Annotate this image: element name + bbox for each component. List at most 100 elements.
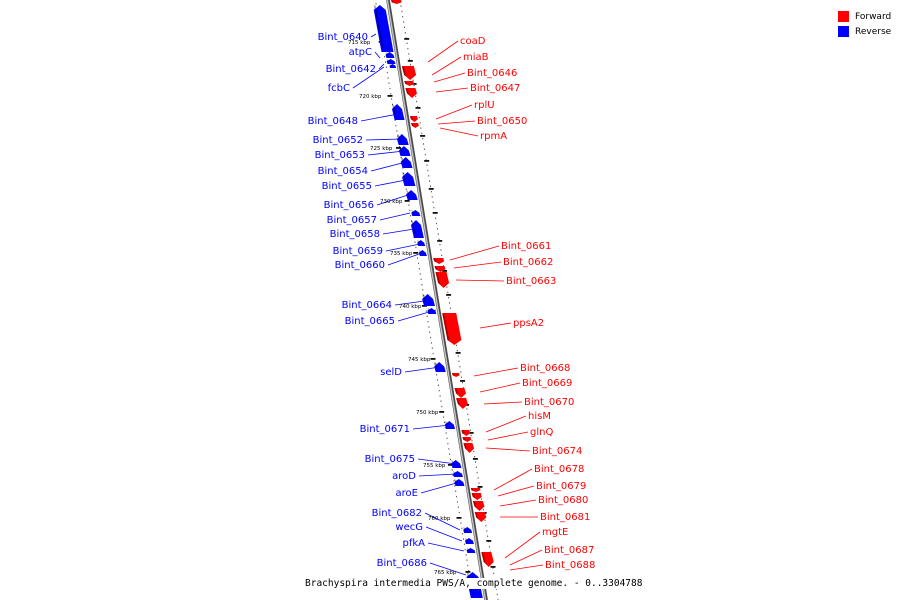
leader-line	[487, 431, 529, 441]
minor-tick	[424, 153, 426, 156]
reverse-gene-label: Bint_0655	[322, 181, 372, 192]
leader-line	[370, 161, 407, 172]
reverse-gene-arrow	[463, 527, 473, 533]
minor-tick	[400, 156, 402, 159]
forward-gene-label: Bint_0674	[532, 446, 582, 457]
leader-line	[418, 473, 457, 477]
leader-line	[404, 366, 441, 373]
reverse-gene-arrow	[402, 172, 416, 186]
minor-tick	[426, 315, 428, 318]
forward-gene-arrow	[411, 123, 419, 128]
major-tick	[430, 358, 436, 360]
kbp-tick-label: 730 kbp	[380, 199, 403, 205]
minor-tick	[418, 262, 419, 265]
forward-gene-label: glnQ	[530, 427, 553, 438]
reverse-gene-label: atpC	[349, 47, 372, 58]
genome-backbone	[386, 0, 488, 600]
leader-line	[499, 499, 537, 507]
minor-tick	[384, 56, 386, 58]
forward-swatch	[838, 11, 849, 22]
minor-tick	[430, 342, 432, 344]
minor-tick	[461, 527, 463, 530]
minor-tick	[443, 265, 444, 267]
minor-tick	[449, 453, 451, 455]
legend-item-reverse: Reverse	[838, 24, 891, 39]
leader-line	[385, 243, 421, 252]
forward-gene-label: Bint_0670	[524, 397, 574, 408]
minor-tick	[440, 400, 442, 402]
leader-line	[425, 526, 463, 542]
reverse-gene-label: Bint_0682	[372, 508, 422, 519]
major-tick	[456, 517, 462, 519]
leader-line	[485, 447, 531, 452]
minor-tick	[471, 440, 473, 442]
minor-tick	[387, 77, 389, 79]
minor-tick	[447, 442, 449, 445]
reverse-gene-label: Bint_0642	[326, 64, 376, 75]
minor-tick	[474, 456, 476, 458]
minor-tick	[485, 524, 487, 527]
minor-tick	[448, 297, 450, 299]
minor-tick	[484, 519, 486, 521]
minor-tick	[454, 485, 456, 487]
minor-tick	[430, 336, 432, 339]
minor-tick	[468, 424, 470, 426]
major-tick	[428, 188, 434, 190]
forward-gene-arrow	[461, 430, 471, 436]
minor-tick	[459, 365, 461, 368]
leader-line	[360, 113, 399, 122]
minor-tick	[436, 374, 438, 376]
major-tick	[396, 147, 401, 149]
forward-gene-arrow	[454, 388, 467, 398]
reverse-gene-arrow	[385, 52, 395, 58]
major-tick	[424, 160, 430, 162]
forward-gene-arrow	[452, 373, 460, 377]
minor-tick	[420, 278, 422, 280]
kbp-tick-label: 740 kbp	[399, 304, 422, 310]
minor-tick	[423, 143, 424, 145]
leader-line	[394, 299, 433, 306]
leader-line	[374, 179, 407, 187]
minor-tick	[478, 482, 480, 484]
kbp-tick-label: 765 kbp	[434, 570, 457, 576]
leader-line	[479, 382, 521, 393]
minor-tick	[419, 273, 421, 275]
major-tick	[455, 352, 461, 354]
leader-line	[427, 542, 465, 552]
minor-tick	[410, 63, 411, 66]
minor-tick	[397, 135, 399, 137]
reverse-gene-label: Bint_0656	[324, 200, 374, 211]
reverse-gene-arrow	[422, 294, 435, 306]
minor-tick	[392, 103, 393, 106]
minor-tick	[443, 421, 445, 424]
minor-tick	[432, 352, 434, 355]
minor-tick	[435, 217, 437, 219]
minor-tick	[388, 82, 390, 84]
minor-tick	[385, 61, 386, 63]
minor-tick	[466, 408, 468, 410]
minor-tick	[428, 326, 430, 328]
forward-gene-label: Bint_0647	[470, 83, 520, 94]
minor-tick	[465, 554, 467, 556]
minor-tick	[403, 21, 405, 23]
leader-line	[509, 549, 543, 566]
forward-gene-arrow	[435, 272, 450, 288]
leader-line	[374, 51, 381, 59]
minor-tick	[390, 93, 392, 95]
legend-item-forward: Forward	[838, 9, 891, 24]
leader-line	[365, 138, 403, 141]
minor-tick	[389, 87, 391, 90]
forward-gene-label: coaD	[460, 36, 486, 47]
leader-line	[378, 63, 385, 70]
reverse-gene-label: aroE	[396, 488, 418, 499]
leader-line	[397, 309, 437, 322]
minor-tick	[440, 249, 442, 251]
minor-tick	[441, 405, 443, 408]
reverse-gene-arrow	[396, 134, 409, 145]
minor-tick	[418, 116, 420, 119]
leader-line	[435, 87, 469, 93]
forward-gene-arrow	[471, 493, 482, 500]
minor-tick	[401, 10, 403, 13]
reverse-gene-arrow	[411, 220, 424, 238]
major-tick	[407, 60, 413, 62]
